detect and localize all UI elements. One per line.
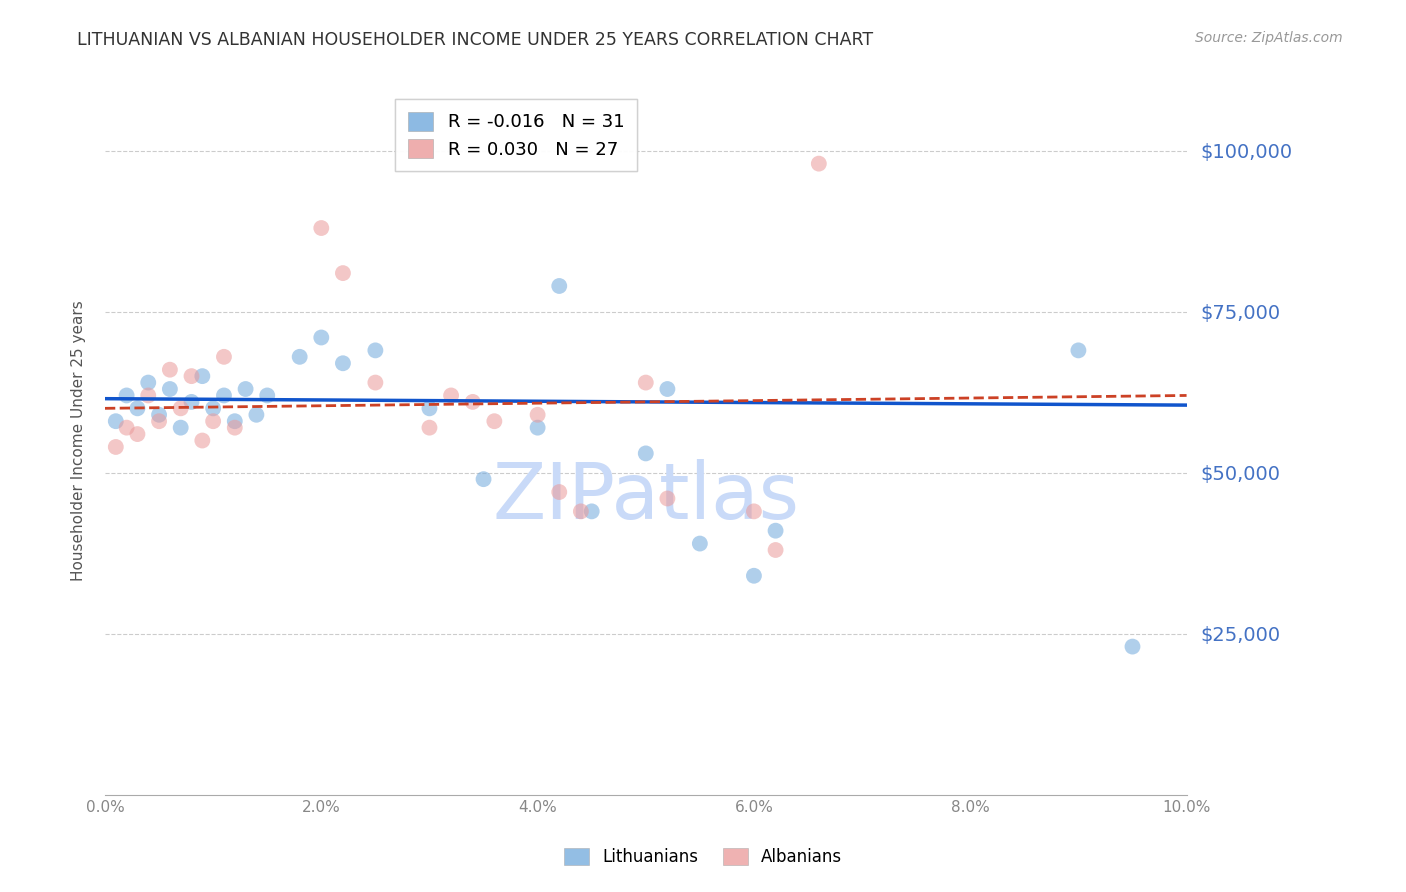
Point (148, 408, 170, 422)
Point (1121, 640, 1143, 654)
Point (191, 369, 214, 384)
Point (440, 388, 463, 402)
Point (245, 408, 267, 422)
Point (212, 388, 235, 402)
Point (332, 266, 354, 280)
Point (742, 504, 765, 518)
Point (689, 536, 711, 550)
Point (472, 472, 495, 486)
Point (657, 382, 679, 396)
Point (235, 382, 257, 396)
Point (807, 156, 830, 170)
Point (256, 388, 278, 402)
Point (170, 420, 193, 434)
Point (115, 388, 138, 402)
Point (191, 434, 214, 448)
Point (170, 401, 193, 416)
Point (634, 376, 657, 390)
Point (548, 485, 571, 500)
Point (1067, 343, 1090, 358)
Point (364, 343, 387, 358)
Point (484, 414, 506, 428)
Point (104, 414, 127, 428)
Point (526, 408, 548, 422)
Point (159, 362, 181, 376)
Point (548, 279, 571, 293)
Point (180, 395, 202, 409)
Point (148, 414, 170, 428)
Point (159, 382, 181, 396)
Point (288, 350, 311, 364)
Legend: R = -0.016   N = 31, R = 0.030   N = 27: R = -0.016 N = 31, R = 0.030 N = 27 (395, 99, 637, 171)
Point (136, 388, 159, 402)
Point (212, 350, 235, 364)
Point (461, 395, 484, 409)
Point (742, 568, 765, 582)
Text: LITHUANIAN VS ALBANIAN HOUSEHOLDER INCOME UNDER 25 YEARS CORRELATION CHART: LITHUANIAN VS ALBANIAN HOUSEHOLDER INCOM… (77, 31, 873, 49)
Point (765, 524, 787, 538)
Point (418, 420, 440, 434)
Point (581, 504, 603, 518)
Point (364, 376, 387, 390)
Point (765, 543, 787, 558)
Point (224, 414, 246, 428)
Text: ZIPatlas: ZIPatlas (492, 459, 799, 535)
Point (418, 401, 440, 416)
Point (311, 221, 333, 235)
Point (202, 401, 225, 416)
Point (657, 491, 679, 506)
Point (127, 427, 149, 442)
Point (180, 369, 202, 384)
Point (136, 376, 159, 390)
Point (526, 420, 548, 434)
Point (127, 401, 149, 416)
Text: Source: ZipAtlas.com: Source: ZipAtlas.com (1195, 31, 1343, 45)
Legend: Lithuanians, Albanians: Lithuanians, Albanians (555, 840, 851, 875)
Point (634, 446, 657, 460)
Point (311, 330, 333, 344)
Point (202, 414, 225, 428)
Point (104, 440, 127, 454)
Point (569, 504, 592, 518)
Point (332, 356, 354, 370)
Point (115, 420, 138, 434)
Y-axis label: Householder Income Under 25 years: Householder Income Under 25 years (72, 300, 86, 581)
Point (224, 420, 246, 434)
